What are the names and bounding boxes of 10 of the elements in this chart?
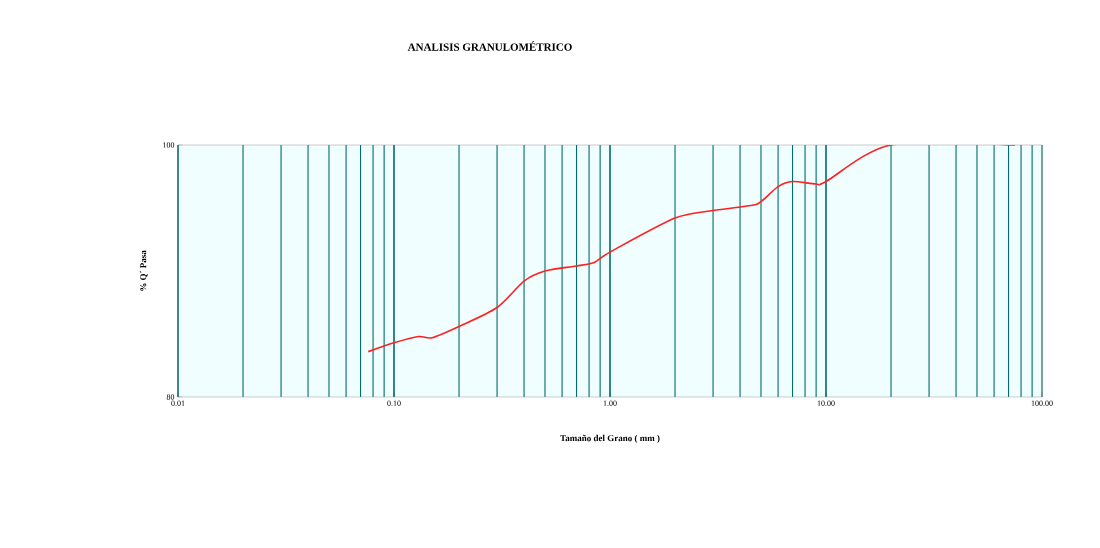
x-axis-title: Tamaño del Grano ( mm ) (560, 434, 660, 443)
x-tick-label: 100.00 (1031, 400, 1053, 406)
y-tick-label: 100 (163, 142, 175, 148)
chart-title: ANALISIS GRANULOMÉTRICO (407, 41, 572, 51)
x-tick-label: 10.00 (817, 400, 835, 406)
x-tick-label: 0.10 (387, 400, 401, 406)
y-tick-label: 80 (166, 394, 175, 400)
x-tick-label: 1.00 (603, 400, 617, 406)
y-axis-title: % Q´ Pasa (139, 250, 148, 291)
x-tick-label: 0.01 (171, 400, 185, 406)
